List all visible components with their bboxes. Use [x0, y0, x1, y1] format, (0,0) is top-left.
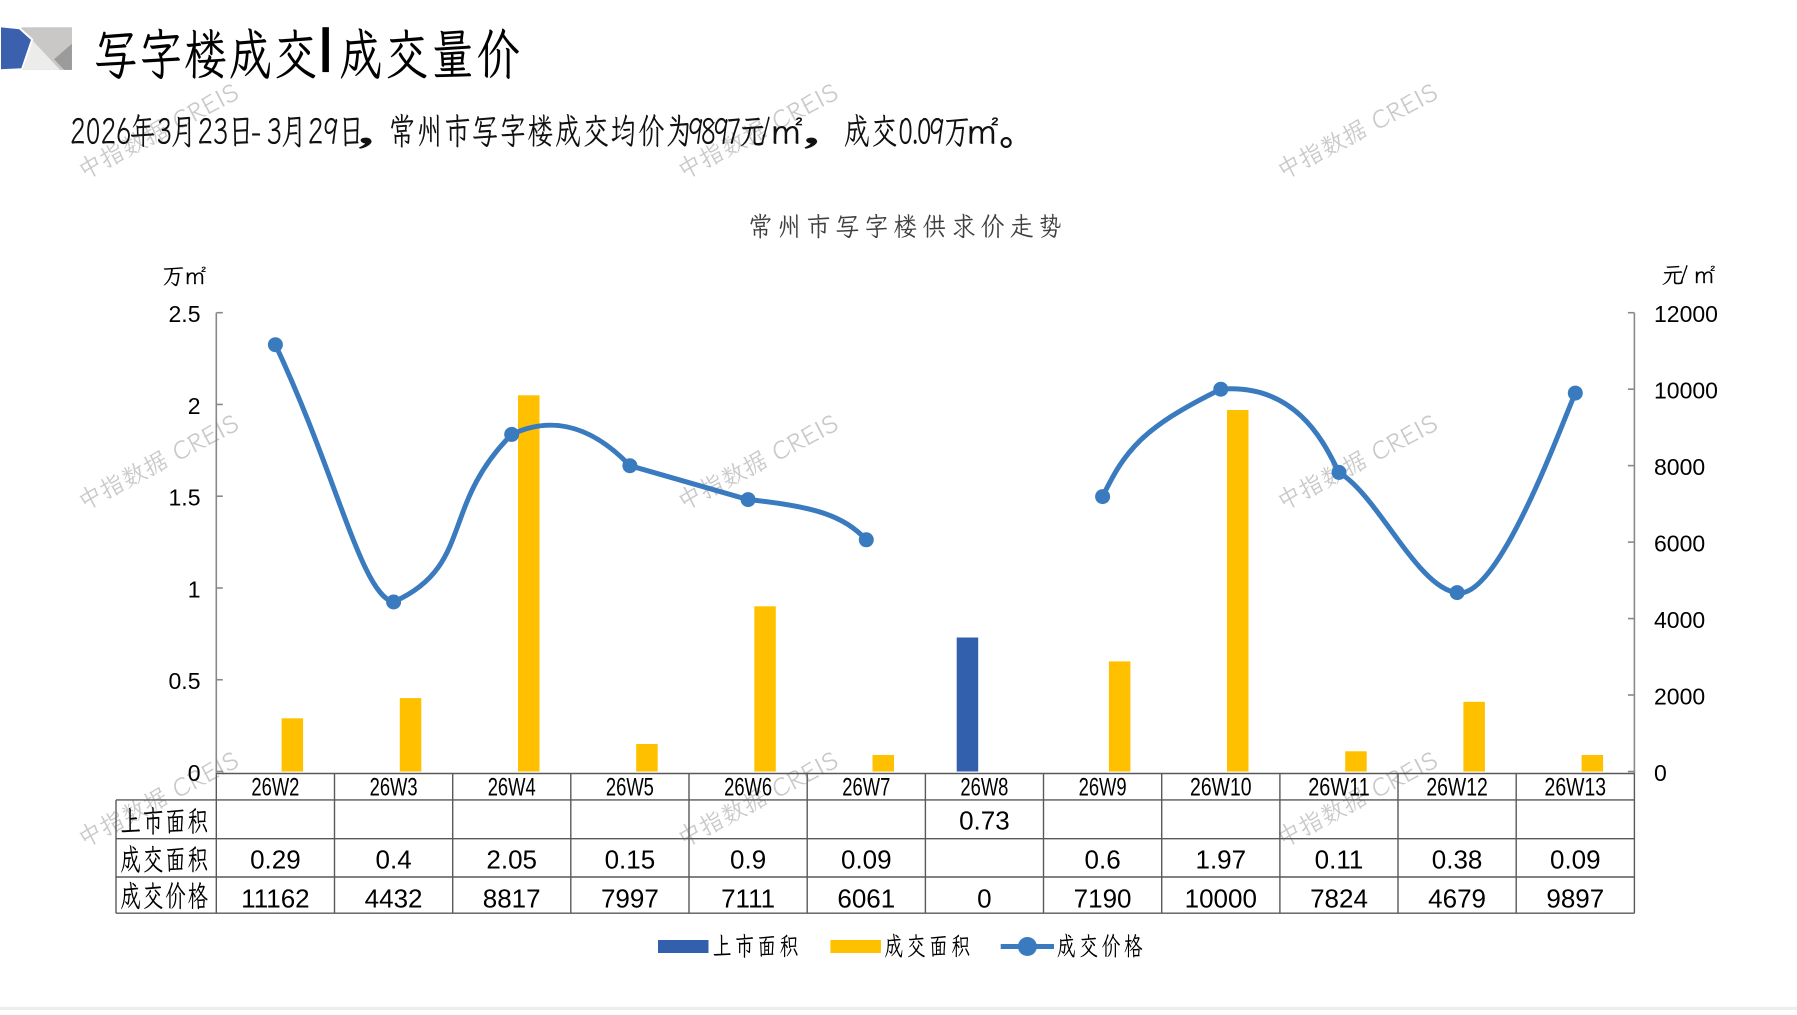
svg-text:2.05: 2.05: [486, 844, 537, 874]
svg-text:1.5: 1.5: [169, 485, 201, 511]
svg-text:1.97: 1.97: [1195, 844, 1246, 874]
svg-text:1: 1: [188, 576, 201, 602]
svg-text:0.09: 0.09: [1550, 844, 1601, 874]
svg-text:8817: 8817: [483, 884, 541, 914]
svg-text:0: 0: [188, 760, 201, 786]
svg-text:7111: 7111: [721, 884, 775, 914]
svg-text:0.5: 0.5: [169, 668, 201, 694]
svg-text:4679: 4679: [1428, 884, 1486, 914]
svg-text:26W9: 26W9: [1079, 774, 1127, 802]
svg-text:4000: 4000: [1654, 607, 1705, 633]
svg-text:0.15: 0.15: [605, 844, 656, 874]
svg-text:2000: 2000: [1654, 683, 1705, 709]
svg-text:0.73: 0.73: [959, 806, 1010, 836]
svg-text:0.6: 0.6: [1085, 844, 1121, 874]
svg-text:26W10: 26W10: [1190, 774, 1252, 802]
svg-text:0.4: 0.4: [376, 844, 412, 874]
svg-text:8000: 8000: [1654, 454, 1705, 480]
svg-text:12000: 12000: [1654, 301, 1718, 327]
svg-text:0: 0: [977, 884, 991, 914]
svg-text:0: 0: [1654, 760, 1667, 786]
svg-text:7190: 7190: [1074, 884, 1132, 914]
svg-text:0.11: 0.11: [1315, 844, 1364, 874]
svg-text:26W3: 26W3: [370, 774, 418, 802]
svg-text:26W2: 26W2: [251, 774, 299, 802]
svg-text:26W6: 26W6: [724, 774, 772, 802]
svg-text:7824: 7824: [1310, 884, 1368, 914]
svg-text:0.38: 0.38: [1432, 844, 1483, 874]
svg-text:26W8: 26W8: [960, 774, 1008, 802]
svg-text:0.09: 0.09: [841, 844, 892, 874]
svg-text:10000: 10000: [1185, 884, 1257, 914]
svg-text:2.5: 2.5: [169, 301, 201, 327]
svg-text:2: 2: [188, 393, 201, 419]
svg-text:26W5: 26W5: [606, 774, 654, 802]
svg-text:26W11: 26W11: [1308, 774, 1370, 802]
svg-text:11162: 11162: [241, 884, 309, 914]
svg-text:9897: 9897: [1546, 884, 1604, 914]
svg-text:26W12: 26W12: [1426, 774, 1488, 802]
svg-text:6000: 6000: [1654, 531, 1705, 557]
svg-text:6061: 6061: [837, 884, 895, 914]
svg-text:7997: 7997: [601, 884, 659, 914]
svg-text:10000: 10000: [1654, 378, 1718, 404]
svg-text:26W13: 26W13: [1545, 774, 1607, 802]
svg-text:4432: 4432: [365, 884, 423, 914]
svg-text:26W4: 26W4: [488, 774, 536, 802]
svg-text:0.9: 0.9: [730, 844, 766, 874]
svg-text:0.29: 0.29: [250, 844, 301, 874]
svg-text:26W7: 26W7: [842, 774, 890, 802]
